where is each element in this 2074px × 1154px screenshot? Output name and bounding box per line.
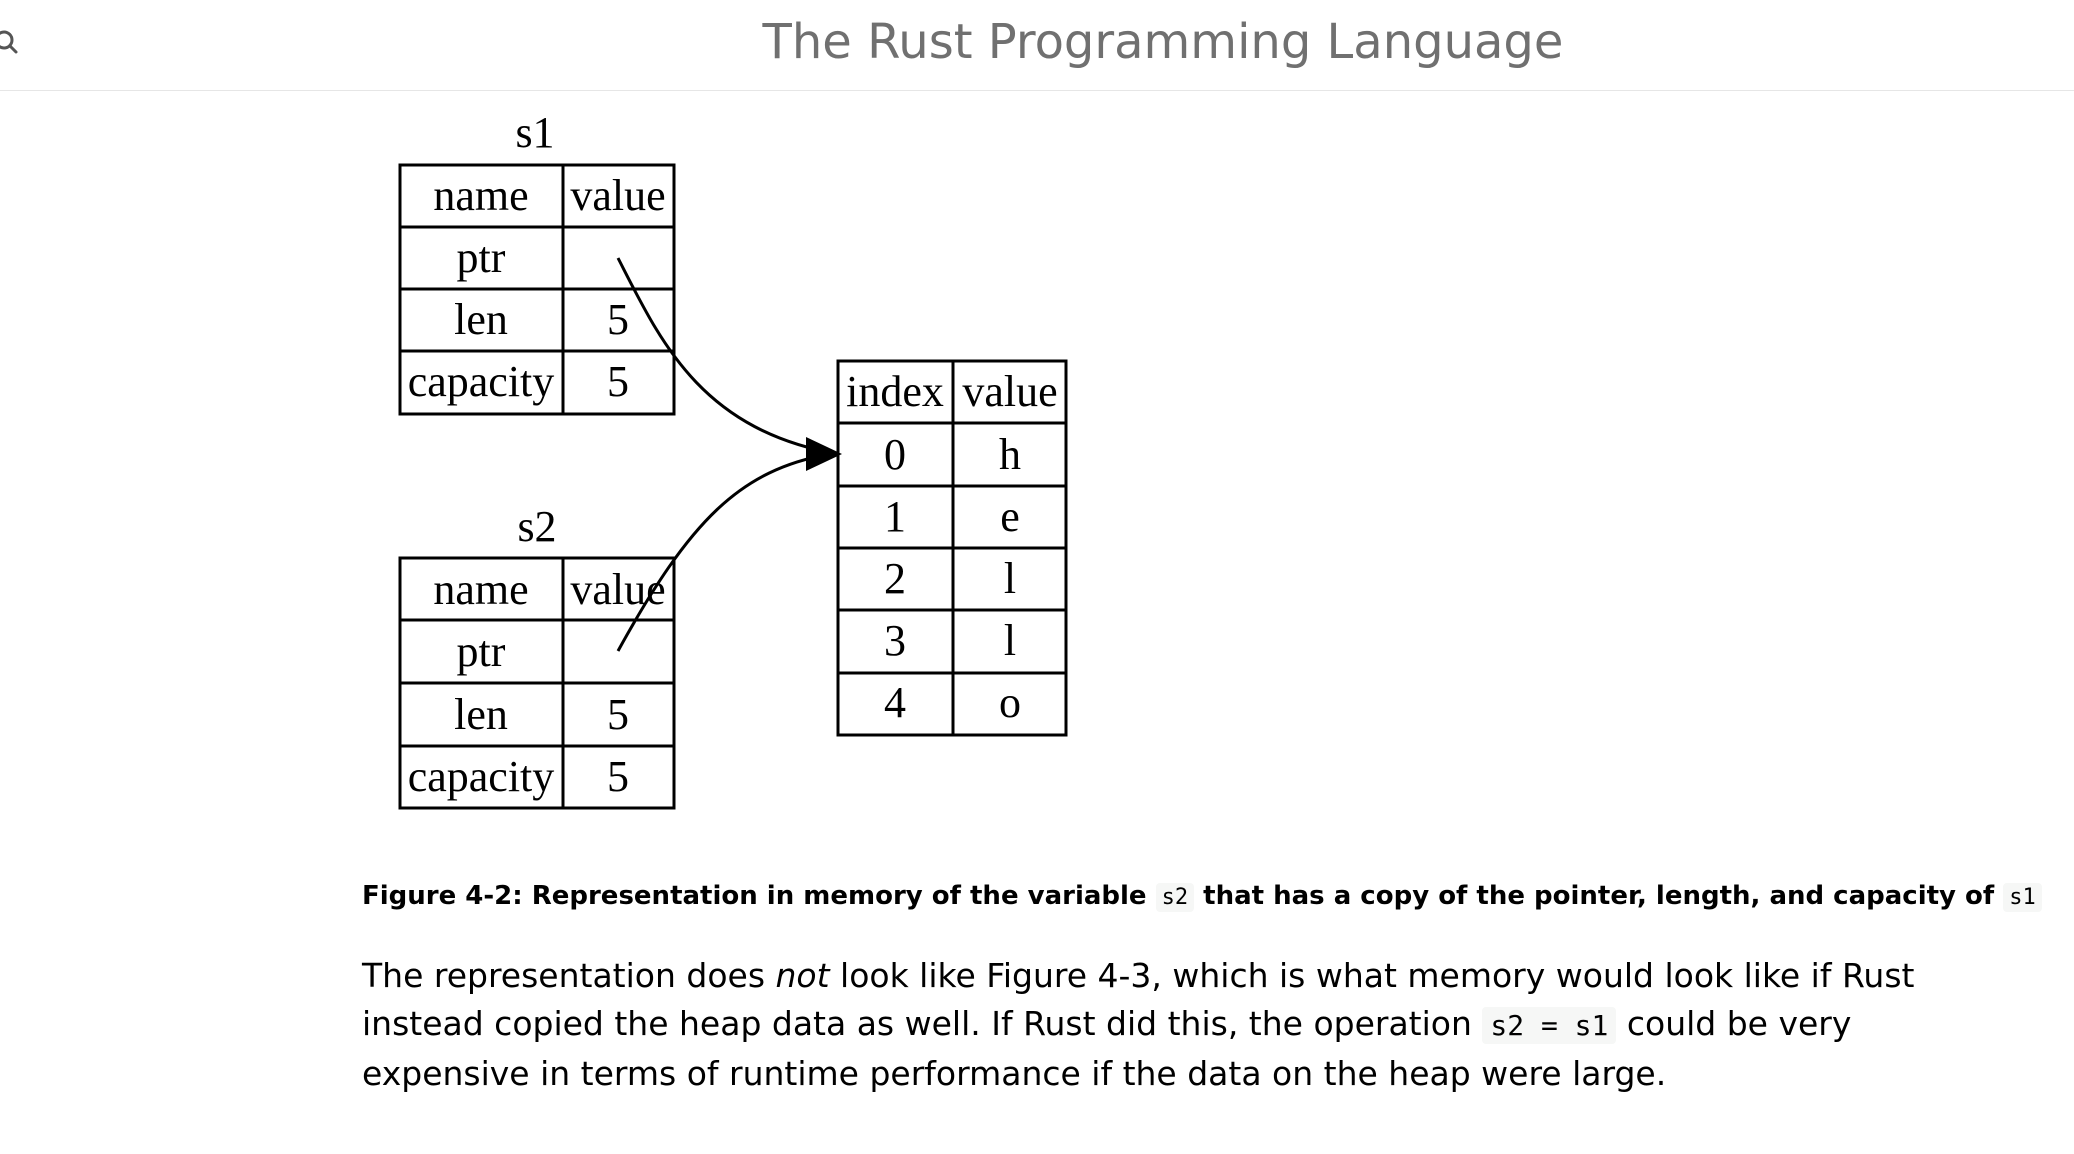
heap-value-0: h xyxy=(999,430,1021,479)
s1-table: s1 name value ptr len 5 capacity 5 xyxy=(398,108,676,416)
heap-index-3: 3 xyxy=(884,616,906,665)
heap-cell xyxy=(836,421,955,488)
page-title: The Rust Programming Language xyxy=(762,14,1564,70)
memory-diagram: s1 name value ptr len 5 capacity 5 s2 na… xyxy=(398,108,1068,810)
s2-cell xyxy=(398,556,565,622)
s1-header-name: name xyxy=(433,171,528,220)
s1-ptr-arrow xyxy=(616,257,839,456)
heap-index-2: 2 xyxy=(884,554,906,603)
s1-ptr-label: ptr xyxy=(457,233,506,282)
s2-capacity-value: 5 xyxy=(607,752,629,801)
s2-ptr-arrow xyxy=(616,452,831,652)
s2-header-name: name xyxy=(433,565,528,614)
s1-label: s1 xyxy=(515,108,554,157)
caption-code-s2: s2 xyxy=(1155,883,1195,912)
s2-cell xyxy=(398,744,565,810)
s2-header-value: value xyxy=(570,565,665,614)
paragraph-code: s2 = s1 xyxy=(1482,1007,1617,1044)
s1-cell xyxy=(561,287,676,353)
s1-header-value: value xyxy=(570,171,665,220)
s1-capacity-label: capacity xyxy=(408,357,555,406)
s2-label: s2 xyxy=(517,502,556,551)
heap-value-2: l xyxy=(1004,554,1016,603)
heap-cell xyxy=(951,546,1068,612)
s2-table: s2 name value ptr len 5 capacity 5 xyxy=(398,502,676,810)
heap-table: index value 0 h 1 e 2 l 3 l 4 o xyxy=(836,359,1068,737)
paragraph-text-2: look like Figure 4-3, which is what memo… xyxy=(362,956,1915,1043)
heap-index-1: 1 xyxy=(884,492,906,541)
heap-cell xyxy=(951,359,1068,425)
s1-cell xyxy=(398,163,565,229)
paragraph-emphasis: not xyxy=(775,956,830,995)
arrowhead-icon xyxy=(806,437,842,471)
s2-ptr-label: ptr xyxy=(457,627,506,676)
heap-cell xyxy=(951,671,1068,737)
heap-index-4: 4 xyxy=(884,678,906,727)
paragraph-text-1: The representation does xyxy=(362,956,776,995)
s2-cell xyxy=(561,681,676,748)
heap-value-3: l xyxy=(1004,616,1016,665)
s1-cell xyxy=(561,349,676,416)
figure-caption: Figure 4-2: Representation in memory of … xyxy=(362,876,2062,918)
heap-value-1: e xyxy=(1000,492,1020,541)
s2-len-label: len xyxy=(454,690,508,739)
caption-text-1: Figure 4-2: Representation in memory of … xyxy=(362,881,1156,911)
search-button[interactable] xyxy=(0,22,30,62)
heap-cell xyxy=(951,608,1068,675)
s1-len-value: 5 xyxy=(607,295,629,344)
heap-header-index: index xyxy=(846,367,944,416)
s2-capacity-label: capacity xyxy=(408,752,555,801)
caption-code-s1: s1 xyxy=(2003,883,2042,912)
body-paragraph: The representation does not look like Fi… xyxy=(362,952,1922,1098)
s2-cell xyxy=(561,618,676,685)
heap-header-value: value xyxy=(962,367,1057,416)
search-icon xyxy=(0,30,18,54)
s2-cell xyxy=(398,681,565,748)
top-bar: The Rust Programming Language xyxy=(0,0,2074,91)
heap-value-4: o xyxy=(999,678,1021,727)
caption-text-2: that has a copy of the pointer, length, … xyxy=(1194,881,2004,911)
s1-len-label: len xyxy=(454,295,508,344)
paragraph-text-3: could be very expensive in terms of runt… xyxy=(362,1004,1852,1093)
heap-index-0: 0 xyxy=(884,430,906,479)
s2-len-value: 5 xyxy=(607,690,629,739)
s1-capacity-value: 5 xyxy=(607,357,629,406)
s2-cell xyxy=(561,744,676,810)
